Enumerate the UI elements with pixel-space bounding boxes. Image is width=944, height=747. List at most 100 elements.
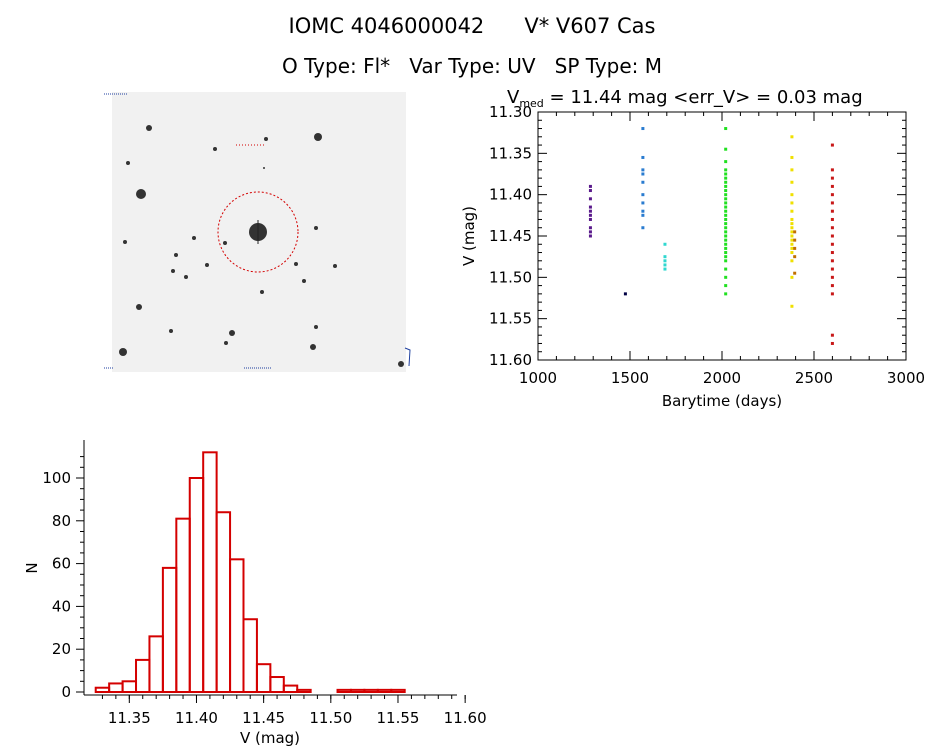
lc-point	[790, 238, 794, 242]
hist-xtick-label: 11.40	[175, 709, 218, 727]
lc-ytick-label: 11.60	[489, 351, 532, 369]
lc-point	[724, 246, 728, 250]
field-star	[136, 189, 146, 199]
lc-point	[790, 217, 794, 221]
lc-xlabel: Barytime (days)	[662, 392, 782, 410]
lc-point	[724, 168, 728, 172]
lc-point	[793, 230, 797, 234]
lc-point	[790, 242, 794, 246]
lc-point	[588, 217, 592, 221]
lc-point	[724, 201, 728, 205]
lc-point	[790, 209, 794, 213]
hist-bar	[349, 688, 366, 693]
field-star	[302, 279, 306, 283]
lc-point	[790, 168, 794, 172]
lc-point	[588, 189, 592, 193]
lc-points	[588, 127, 834, 345]
lc-point	[724, 259, 728, 263]
lc-point	[830, 267, 834, 271]
lc-point	[663, 242, 667, 246]
hist-ytick-label: 80	[52, 512, 71, 530]
field-star	[223, 241, 227, 245]
lc-point	[724, 251, 728, 255]
lc-point	[588, 234, 592, 238]
lc-point	[724, 284, 728, 288]
lc-point	[641, 201, 645, 205]
lc-point	[641, 155, 645, 159]
lc-point	[724, 209, 728, 213]
field-star	[136, 304, 142, 310]
hist-bar	[121, 680, 138, 693]
lc-point	[790, 226, 794, 230]
hist-ytick-label: 60	[52, 555, 71, 573]
lc-axes-frame	[537, 111, 907, 361]
hist-xtick-label: 11.55	[377, 709, 420, 727]
field-star	[184, 275, 188, 279]
lc-xtick-label: 2000	[703, 369, 741, 387]
lc-point	[724, 184, 728, 188]
lc-point	[830, 284, 834, 288]
lc-xtick-label: 1500	[611, 369, 649, 387]
hist-ytick-label: 20	[52, 640, 71, 658]
lc-ytick-label: 11.50	[489, 268, 532, 286]
hist-bar	[363, 688, 379, 693]
lc-point	[641, 209, 645, 213]
lc-point	[793, 238, 797, 242]
lc-point	[830, 209, 834, 213]
lc-point	[830, 226, 834, 230]
lc-ylabel: V (mag)	[460, 206, 478, 266]
lc-ytick-label: 11.55	[489, 310, 532, 328]
hist-xtick-label: 11.60	[444, 709, 487, 727]
lc-point	[724, 238, 728, 242]
lc-point	[588, 209, 592, 213]
hist-bar	[296, 688, 312, 693]
hist-ytick-label: 40	[52, 597, 71, 615]
hist-bar	[282, 684, 299, 694]
lc-point	[641, 168, 645, 172]
lc-point	[724, 193, 728, 197]
lc-point	[830, 201, 834, 205]
lc-point	[790, 180, 794, 184]
lc-point	[663, 255, 667, 259]
field-star	[314, 133, 322, 141]
lc-point	[724, 226, 728, 230]
histogram-plot: 11.35 11.40 11.45 11.50 11.55 11.60 0 20 40 60 80 1…	[23, 440, 487, 747]
hist-xtick-label: 11.50	[309, 709, 352, 727]
hist-bar	[161, 566, 178, 694]
lc-point	[724, 275, 728, 279]
hist-xtick-label: 11.45	[242, 709, 285, 727]
hist-bar	[175, 517, 191, 693]
lc-point	[830, 259, 834, 263]
lc-point	[663, 263, 667, 267]
lc-point	[724, 189, 728, 193]
lc-point	[793, 255, 797, 259]
hist-ylabel: N	[23, 562, 41, 573]
field-star	[229, 330, 235, 336]
hist-bar	[390, 688, 406, 693]
field-star	[213, 147, 217, 151]
hist-bar	[94, 686, 111, 693]
lc-point	[830, 184, 834, 188]
hist-bar	[135, 658, 151, 694]
lc-point	[724, 160, 728, 164]
field-star	[314, 226, 318, 230]
hist-ytick-label: 0	[61, 683, 71, 701]
field-star	[398, 361, 404, 367]
lc-point	[724, 292, 728, 296]
lc-point	[830, 234, 834, 238]
lc-point	[830, 292, 834, 296]
lc-point	[588, 226, 592, 230]
field-star	[310, 344, 316, 350]
lc-point	[793, 271, 797, 275]
hist-bar	[242, 618, 258, 693]
hist-bars	[94, 451, 406, 694]
lc-point	[724, 213, 728, 217]
lc-point	[790, 259, 794, 263]
lc-point	[790, 251, 794, 255]
lc-point	[830, 341, 834, 345]
lc-point	[588, 230, 592, 234]
lc-point	[830, 275, 834, 279]
lc-point	[724, 205, 728, 209]
lc-point	[588, 184, 592, 188]
hist-ytick-label: 100	[42, 469, 71, 487]
